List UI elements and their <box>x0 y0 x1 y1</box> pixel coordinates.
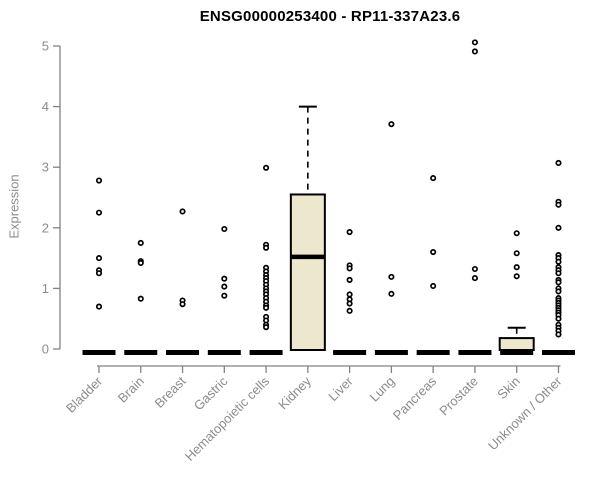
box-kidney <box>289 193 326 351</box>
outlier-point-pancreas <box>430 175 437 182</box>
zero-bar-breast <box>166 350 200 355</box>
outlier-point-lung <box>388 121 395 128</box>
outlier-point-unknown-other <box>555 201 562 208</box>
y-tick-label: 5 <box>42 39 49 54</box>
outlier-point-unknown-other <box>555 224 562 231</box>
outlier-point-lung <box>388 290 395 297</box>
outlier-point-brain <box>137 295 144 302</box>
outlier-point-hematopoietic-cells <box>263 244 270 251</box>
outlier-point-skin <box>513 250 520 257</box>
x-tick-label: Unknown / Other <box>485 373 565 453</box>
outlier-point-unknown-other <box>555 159 562 167</box>
y-tick-label: 4 <box>42 99 49 114</box>
outlier-point-liver <box>346 307 353 314</box>
y-tick-label: 2 <box>42 220 49 235</box>
chart-title: ENSG00000253400 - RP11-337A23.6 <box>199 8 461 25</box>
zero-bar-hematopoietic-cells <box>249 350 283 355</box>
y-tick-label: 3 <box>42 160 49 175</box>
outlier-point-bladder <box>95 255 103 262</box>
outlier-point-brain <box>137 239 144 247</box>
outlier-point-unknown-other <box>555 279 562 286</box>
outlier-point-unknown-other <box>555 315 562 322</box>
zero-bar-bladder <box>82 350 116 355</box>
zero-bar-pancreas <box>416 350 450 355</box>
outlier-point-prostate <box>471 275 478 282</box>
outlier-point-skin <box>513 230 520 237</box>
outlier-point-pancreas <box>430 282 437 290</box>
zero-bar-brain <box>124 350 158 355</box>
y-tick-label: 1 <box>42 281 49 296</box>
x-tick-label: Breast <box>151 373 188 410</box>
outlier-point-pancreas <box>430 248 437 256</box>
outlier-point-breast <box>179 208 186 215</box>
zero-bar-unknown-other <box>541 350 575 355</box>
outlier-point-breast <box>179 301 186 308</box>
outlier-point-liver <box>346 300 353 307</box>
outlier-point-liver <box>346 276 353 283</box>
x-tick-label: Lung <box>366 374 397 405</box>
outlier-point-hematopoietic-cells <box>263 304 270 311</box>
x-tick-label: Brain <box>115 374 147 406</box>
zero-bar-liver <box>333 350 367 355</box>
outlier-point-prostate <box>471 48 478 55</box>
x-tick-label: Liver <box>325 373 356 404</box>
outlier-point-unknown-other <box>555 270 562 277</box>
outlier-point-liver <box>346 228 353 236</box>
outlier-point-lung <box>388 273 395 280</box>
x-tick-label: Kidney <box>275 373 314 412</box>
x-tick-label: Skin <box>494 374 522 402</box>
y-tick-label: 0 <box>42 342 49 357</box>
outlier-point-gastric <box>221 275 228 282</box>
outlier-point-gastric <box>221 283 228 290</box>
x-tick-label: Pancreas <box>390 373 440 423</box>
outlier-point-unknown-other <box>555 331 562 338</box>
zero-bar-prostate <box>458 350 492 355</box>
x-tick-label: Prostate <box>436 374 481 419</box>
outlier-point-unknown-other <box>555 258 562 265</box>
outlier-point-skin <box>513 264 520 271</box>
outlier-point-hematopoietic-cells <box>263 164 270 171</box>
zero-bar-lung <box>374 350 408 355</box>
x-tick-label: Bladder <box>63 373 106 416</box>
outlier-point-hematopoietic-cells <box>263 324 270 331</box>
outlier-point-unknown-other <box>555 288 562 295</box>
outlier-point-prostate <box>471 265 478 273</box>
zero-bar-gastric <box>207 350 241 355</box>
outlier-point-skin <box>513 273 520 280</box>
outlier-point-gastric <box>221 225 228 233</box>
outlier-point-bladder <box>95 177 103 184</box>
outlier-point-brain <box>137 259 144 266</box>
median-line-skin <box>500 350 534 355</box>
box-skin <box>498 337 535 352</box>
outlier-point-bladder <box>95 303 103 310</box>
outlier-point-liver <box>346 265 353 272</box>
x-tick-label: Gastric <box>191 373 231 413</box>
outlier-point-bladder <box>95 209 103 216</box>
outlier-point-liver <box>346 291 353 298</box>
outlier-point-prostate <box>471 39 478 46</box>
outlier-point-gastric <box>221 292 228 299</box>
outlier-point-bladder <box>95 270 103 277</box>
